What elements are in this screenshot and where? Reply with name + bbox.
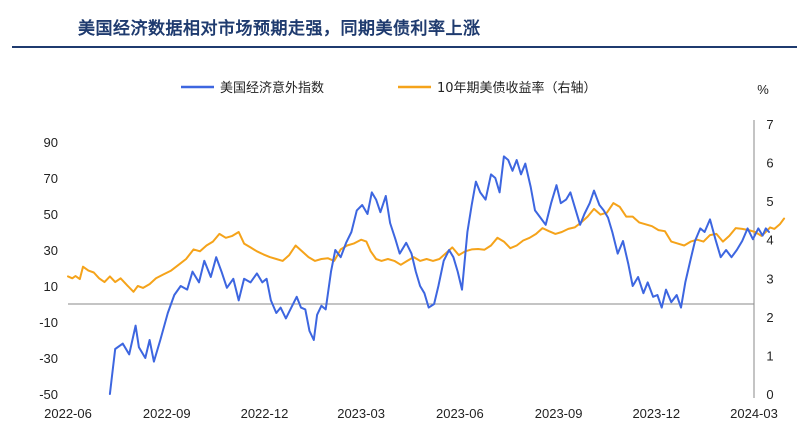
y-right-tick-label: 4 [766,233,773,248]
y-left-tick-label: -30 [39,351,58,366]
axes-layer [68,120,755,398]
y-right-tick-label: 2 [766,310,773,325]
y-right-tick-label: 0 [766,387,773,402]
y-right-tick-label: 7 [766,117,773,132]
y-left-tick-label: 10 [44,279,58,294]
y-right-tick-label: 1 [766,348,773,363]
y-left-tick-label: 30 [44,243,58,258]
y-right-tick-label: 6 [766,156,773,171]
series-line-surprise-index [108,155,770,395]
x-tick-label: 2022-09 [143,406,191,421]
series-layer [67,155,786,395]
legend: 美国经济意外指数 10年期美债收益率（右轴） [181,80,597,96]
y-right-tick-label: 3 [766,271,773,286]
y-left-tick-label: 90 [44,135,58,150]
series-line-10y-yield [67,202,786,293]
title-rule [12,46,797,48]
x-tick-label: 2023-12 [632,406,680,421]
y-left-tick-label: -10 [39,315,58,330]
legend-label-surprise: 美国经济意外指数 [220,80,324,96]
x-tick-label: 2023-03 [337,406,385,421]
y-left-tick-label: 70 [44,171,58,186]
legend-label-yield: 10年期美债收益率（右轴） [437,80,597,96]
x-tick-label: 2023-09 [535,406,583,421]
x-tick-label: 2022-06 [44,406,92,421]
x-tick-label: 2024-03 [730,406,778,421]
x-tick-label: 2023-06 [436,406,484,421]
chart-title: 美国经济数据相对市场预期走强，同期美债利率上涨 [78,19,481,39]
y-left-tick-label: -50 [39,387,58,402]
x-tick-label: 2022-12 [241,406,289,421]
y-right-tick-label: 5 [766,194,773,209]
right-axis-unit: % [757,82,769,97]
y-left-tick-label: 50 [44,207,58,222]
